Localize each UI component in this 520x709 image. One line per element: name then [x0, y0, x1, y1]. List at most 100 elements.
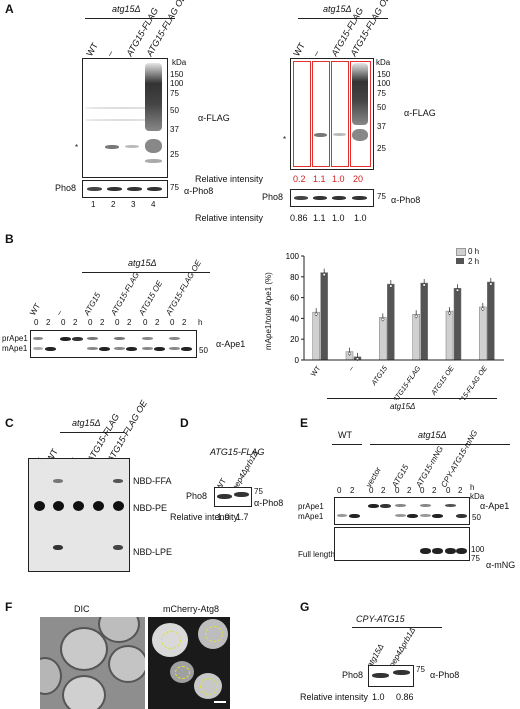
- x-tick-label: ATG15-FLAG OE: [451, 365, 489, 400]
- timepoint: 2: [182, 318, 187, 327]
- lane-number: 1: [91, 200, 96, 209]
- data-point: [314, 312, 318, 316]
- protein-label: Pho8: [186, 491, 208, 501]
- marker-100: 100: [377, 79, 391, 88]
- group-label: atg15Δ: [323, 4, 352, 14]
- chart-group-label: atg15Δ: [390, 402, 416, 411]
- bar: [479, 306, 487, 361]
- timepoint: 2: [73, 318, 78, 327]
- marker-75: 75: [170, 89, 179, 98]
- timepoint: 2: [155, 318, 160, 327]
- intensity-value: 0.2: [293, 174, 306, 184]
- marker-37: 37: [170, 125, 179, 134]
- bar: [487, 281, 495, 361]
- spot-label: NBD-LPE: [133, 547, 173, 557]
- legend-swatch-2h: [456, 258, 464, 264]
- relative-intensity-label: Relative intensity: [195, 213, 264, 223]
- timepoint: 0: [420, 486, 425, 495]
- y-tick-label: 40: [290, 314, 299, 323]
- intensity-value: 1.0: [372, 692, 385, 702]
- ape1-blot: [30, 330, 197, 358]
- data-point: [447, 311, 452, 315]
- timepoint: 0: [115, 318, 120, 327]
- timepoint: 0: [337, 486, 342, 495]
- legend-label: 0 h: [468, 247, 480, 256]
- group-label: atg15Δ: [72, 418, 101, 428]
- y-tick-label: 80: [290, 273, 299, 282]
- lane-label: ATG15: [82, 291, 103, 317]
- timepoint: 2: [350, 486, 355, 495]
- pho8-blot: [214, 487, 252, 507]
- timepoint: 0: [446, 486, 451, 495]
- group-line: [298, 18, 388, 19]
- y-tick-label: 0: [295, 356, 300, 365]
- data-point: [347, 352, 352, 356]
- antibody-label: α-FLAG: [198, 113, 230, 123]
- kda-label: kDa: [376, 58, 391, 67]
- antibody-label: α-Ape1: [480, 501, 510, 511]
- timepoint: 2: [381, 486, 386, 495]
- marker-50: 50: [170, 106, 179, 115]
- lane-label: ATG15-FLAG OE: [164, 258, 204, 317]
- lane-label: –: [54, 308, 65, 317]
- timepoint: 2: [432, 486, 437, 495]
- ape1-processing-chart: 0 20 40 60 80 100 WT – ATG15 ATG15-FLAG ATG15 OEAT…: [286, 252, 504, 400]
- bar: [387, 283, 395, 361]
- intensity-value: 1.0: [217, 512, 230, 522]
- timepoint: 0: [88, 318, 93, 327]
- marker-50: 50: [472, 513, 481, 522]
- wt-label: WT: [338, 430, 352, 440]
- pho8-label: Pho8: [55, 183, 77, 193]
- marker-75: 75: [254, 487, 263, 496]
- x-tick-label: ATG15: [370, 365, 389, 388]
- antibody-label: α-Ape1: [216, 339, 246, 349]
- hours-label: h: [470, 483, 475, 492]
- lane-label: pep4Δprb1Δ: [387, 625, 418, 669]
- x-tick-label: –: [348, 365, 356, 372]
- timepoint: 0: [34, 318, 39, 327]
- data-point: [455, 288, 460, 292]
- intensity-value: 1.0: [354, 213, 367, 223]
- wt-line: [332, 444, 362, 445]
- group-line: [370, 444, 510, 445]
- panel-label-a: A: [5, 2, 14, 16]
- band-label: mApe1: [2, 344, 28, 353]
- marker-100: 100: [471, 545, 485, 554]
- bar: [445, 310, 454, 361]
- timepoint: 2: [46, 318, 51, 327]
- timepoint: 0: [369, 486, 374, 495]
- antibody-label: α-Pho8: [184, 186, 214, 196]
- antibody-label: α-Pho8: [430, 670, 460, 680]
- pho8-blot: [82, 180, 168, 198]
- lane-number: 2: [111, 200, 116, 209]
- pho8-label: Pho8: [262, 192, 284, 202]
- group-label: atg15Δ: [112, 4, 141, 14]
- marker-25: 25: [170, 150, 179, 159]
- lane-label: –: [104, 48, 116, 58]
- timepoint: 0: [61, 318, 66, 327]
- group-label: atg15Δ: [418, 430, 447, 440]
- lane-number: 4: [151, 200, 156, 209]
- timepoint: 2: [458, 486, 463, 495]
- panel-label-f: F: [5, 600, 13, 614]
- marker-37: 37: [377, 122, 386, 131]
- panel-label-g: G: [300, 600, 310, 614]
- bar: [453, 287, 462, 361]
- hours-label: h: [198, 318, 203, 327]
- intensity-value: 1.1: [313, 213, 326, 223]
- group-line: [82, 272, 210, 273]
- spot-label: NBD-FFA: [133, 476, 172, 486]
- image-title: mCherry-Atg8: [163, 604, 220, 614]
- kda-label: kDa: [172, 58, 187, 67]
- marker-75: 75: [377, 89, 386, 98]
- lane-number: 3: [131, 200, 136, 209]
- lane-label: WT: [28, 301, 43, 317]
- bar: [379, 317, 387, 361]
- marker-50: 50: [377, 103, 386, 112]
- data-point: [422, 283, 426, 287]
- ape1-blot: [334, 497, 470, 525]
- intensity-value: 0.86: [290, 213, 308, 223]
- relative-intensity-label: Relative intensity: [170, 512, 239, 522]
- intensity-value: 1.0: [332, 174, 345, 184]
- marker-50: 50: [199, 346, 208, 355]
